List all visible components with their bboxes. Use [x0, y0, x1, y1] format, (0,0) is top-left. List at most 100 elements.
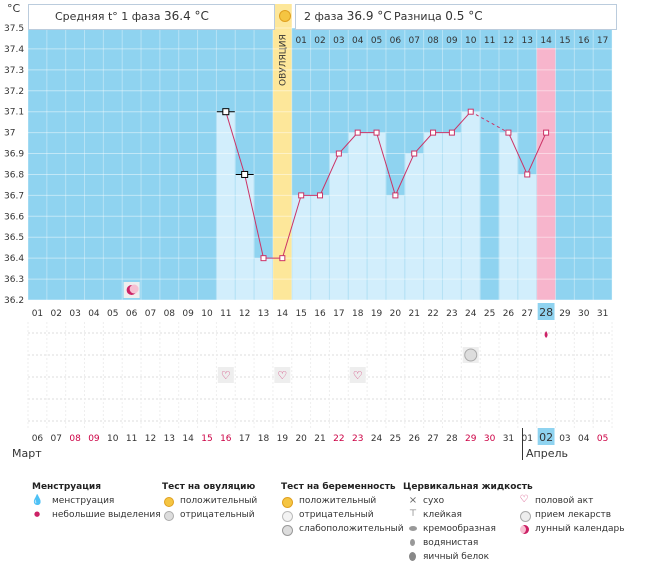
cycle-day-label: 06	[126, 309, 138, 319]
calendar-date-label: 05	[597, 434, 608, 444]
sun-icon	[279, 10, 291, 22]
y-tick-label: 36.5	[4, 233, 24, 243]
temperature-point	[354, 129, 361, 136]
legend-item-ov-negative: отрицательный	[180, 510, 255, 520]
today-date-highlight	[537, 428, 555, 445]
post-ovulation-day-label: 06	[390, 36, 402, 46]
y-tick-label: 36.4	[4, 254, 24, 264]
y-tick-label: 37.3	[4, 66, 24, 76]
temp-column	[311, 195, 329, 300]
calendar-date-label: 30	[484, 434, 496, 444]
cycle-day-label: 27	[522, 309, 533, 319]
temp-column	[216, 111, 235, 300]
post-ovulation-day-label: 16	[578, 36, 590, 46]
legend-item-preg-negative: отрицательный	[299, 510, 374, 520]
sticky-icon: ⊤	[409, 509, 417, 519]
post-ovulation-day-label: 03	[333, 36, 344, 46]
cycle-day-label: 28	[539, 306, 553, 319]
month-april: Апрель	[526, 447, 568, 460]
cycle-day-label: 22	[427, 309, 438, 319]
phase2-header	[295, 4, 617, 30]
calendar-date-label: 13	[164, 434, 175, 444]
drop-icon-shape	[544, 331, 548, 338]
legend-item-intercourse: половой акт	[535, 496, 594, 506]
pill-icon	[520, 511, 531, 522]
temperature-point	[392, 192, 399, 199]
temp-column	[405, 153, 424, 300]
legend-item-watery: водянистая	[423, 538, 479, 548]
negative-test-icon	[282, 511, 293, 522]
post-ovulation-day-label: 17	[597, 36, 608, 46]
calendar-date-label: 26	[408, 434, 420, 444]
cycle-day-label: 20	[390, 309, 402, 319]
calendar-date-label: 01	[522, 434, 533, 444]
cycle-day-label: 01	[32, 309, 43, 319]
legend-item-eggwhite: яичный белок	[423, 552, 490, 562]
cross-icon: ×	[408, 495, 418, 506]
temperature-point	[543, 129, 550, 136]
cycle-day-label: 16	[314, 309, 326, 319]
calendar-date-label: 09	[88, 434, 100, 444]
legend-item-preg-weak: слабоположительный	[299, 524, 404, 534]
temp-column	[292, 195, 311, 300]
temp-column	[461, 111, 480, 300]
temperature-point	[448, 129, 455, 136]
temperature-point	[279, 255, 286, 262]
calendar-date-label: 25	[390, 434, 401, 444]
unit-label: °C	[7, 2, 21, 15]
y-tick-label: 37.5	[4, 24, 24, 34]
legend-menstruation-title: Менструация	[32, 482, 101, 492]
calendar-date-label: 19	[277, 434, 289, 444]
legend-item-spotting: небольшие выделения	[52, 510, 161, 520]
legend-cervical-title: Цервикальная жидкость	[403, 482, 533, 492]
cycle-day-label: 23	[446, 309, 457, 319]
legend-pregnancy-test-title: Тест на беременность	[281, 482, 396, 492]
post-ovulation-day-label: 14	[540, 36, 552, 46]
today-column	[536, 48, 556, 300]
positive-test-icon	[164, 497, 174, 507]
temperature-line-segment	[319, 153, 340, 196]
calendar-date-label: 31	[503, 434, 514, 444]
temperature-line-segment	[413, 132, 434, 154]
legend-item-medication: прием лекарств	[535, 510, 612, 520]
post-ovulation-day-label: 02	[314, 36, 325, 46]
calendar-date-label: 14	[182, 434, 194, 444]
temperature-point	[260, 255, 267, 262]
temp-column	[442, 132, 461, 300]
y-tick-label: 37.1	[4, 108, 24, 118]
cycle-day-label: 25	[484, 309, 495, 319]
heart-icon-glyph: ♡	[277, 369, 287, 382]
temp-column	[235, 174, 254, 300]
temperature-point	[467, 108, 474, 115]
post-ovulation-day-label: 01	[295, 36, 306, 46]
post-ovulation-day-label: 04	[352, 36, 364, 46]
temp-column	[386, 195, 405, 300]
cycle-day-label: 11	[220, 309, 231, 319]
cycle-day-label: 09	[182, 309, 194, 319]
calendar-date-label: 15	[201, 434, 212, 444]
month-march: Март	[12, 447, 42, 460]
legend-item-menstruation: менструация	[52, 496, 115, 506]
legend-item-creamy: кремообразная	[423, 524, 496, 534]
positive-test-icon	[282, 497, 293, 508]
month-divider	[522, 428, 523, 460]
temperature-line-segment	[281, 195, 302, 259]
calendar-date-label: 11	[126, 434, 137, 444]
temperature-point	[335, 150, 342, 157]
legend-item-dry: сухо	[423, 496, 445, 506]
temperature-point	[411, 150, 418, 157]
temperature-point	[373, 129, 380, 136]
temp-column	[367, 132, 386, 300]
post-ovulation-day-label: 11	[484, 36, 495, 46]
temperature-line-segment	[338, 132, 359, 154]
weak-test-icon	[282, 525, 293, 536]
temp-column	[329, 153, 348, 300]
temp-column	[348, 132, 367, 300]
temp-column	[518, 174, 537, 300]
calendar-date-label: 21	[314, 434, 325, 444]
temperature-line-segment	[470, 111, 509, 134]
calendar-date-label: 08	[69, 434, 81, 444]
calendar-date-label: 16	[220, 434, 232, 444]
cycle-day-label: 05	[107, 309, 118, 319]
bbt-chart: ОВУЛЯЦИЯ 36.2 36.3 36.4 36.5 36.6 36.7 36.8 36.…	[4, 4, 613, 445]
